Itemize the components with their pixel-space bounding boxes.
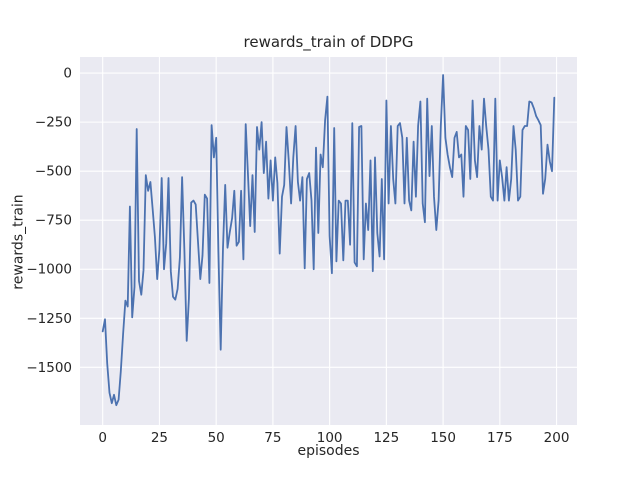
x-tick-label: 25 <box>151 430 168 446</box>
rewards-line <box>101 74 556 407</box>
x-tick-label: 75 <box>264 430 281 446</box>
y-tick-label: −1000 <box>26 262 72 278</box>
y-axis-label: rewards_train <box>10 194 27 290</box>
x-tick-label: 125 <box>373 430 399 446</box>
y-tick-label: 0 <box>63 66 72 82</box>
x-tick-label: 200 <box>544 430 570 446</box>
x-axis-label: episodes <box>297 443 360 459</box>
chart-title: rewards_train of DDPG <box>243 33 414 51</box>
x-tick-label: 0 <box>98 430 107 446</box>
x-tick-label: 175 <box>487 430 513 446</box>
y-tick-label: −1250 <box>26 311 72 327</box>
y-tick-label: −250 <box>35 115 72 131</box>
y-tick-label: −750 <box>35 213 72 229</box>
y-tick-label: −500 <box>35 164 72 180</box>
x-tick-label: 150 <box>430 430 456 446</box>
x-tick-label: 50 <box>208 430 225 446</box>
x-tick-label: 100 <box>317 430 343 446</box>
y-tick-label: −1500 <box>26 360 72 376</box>
